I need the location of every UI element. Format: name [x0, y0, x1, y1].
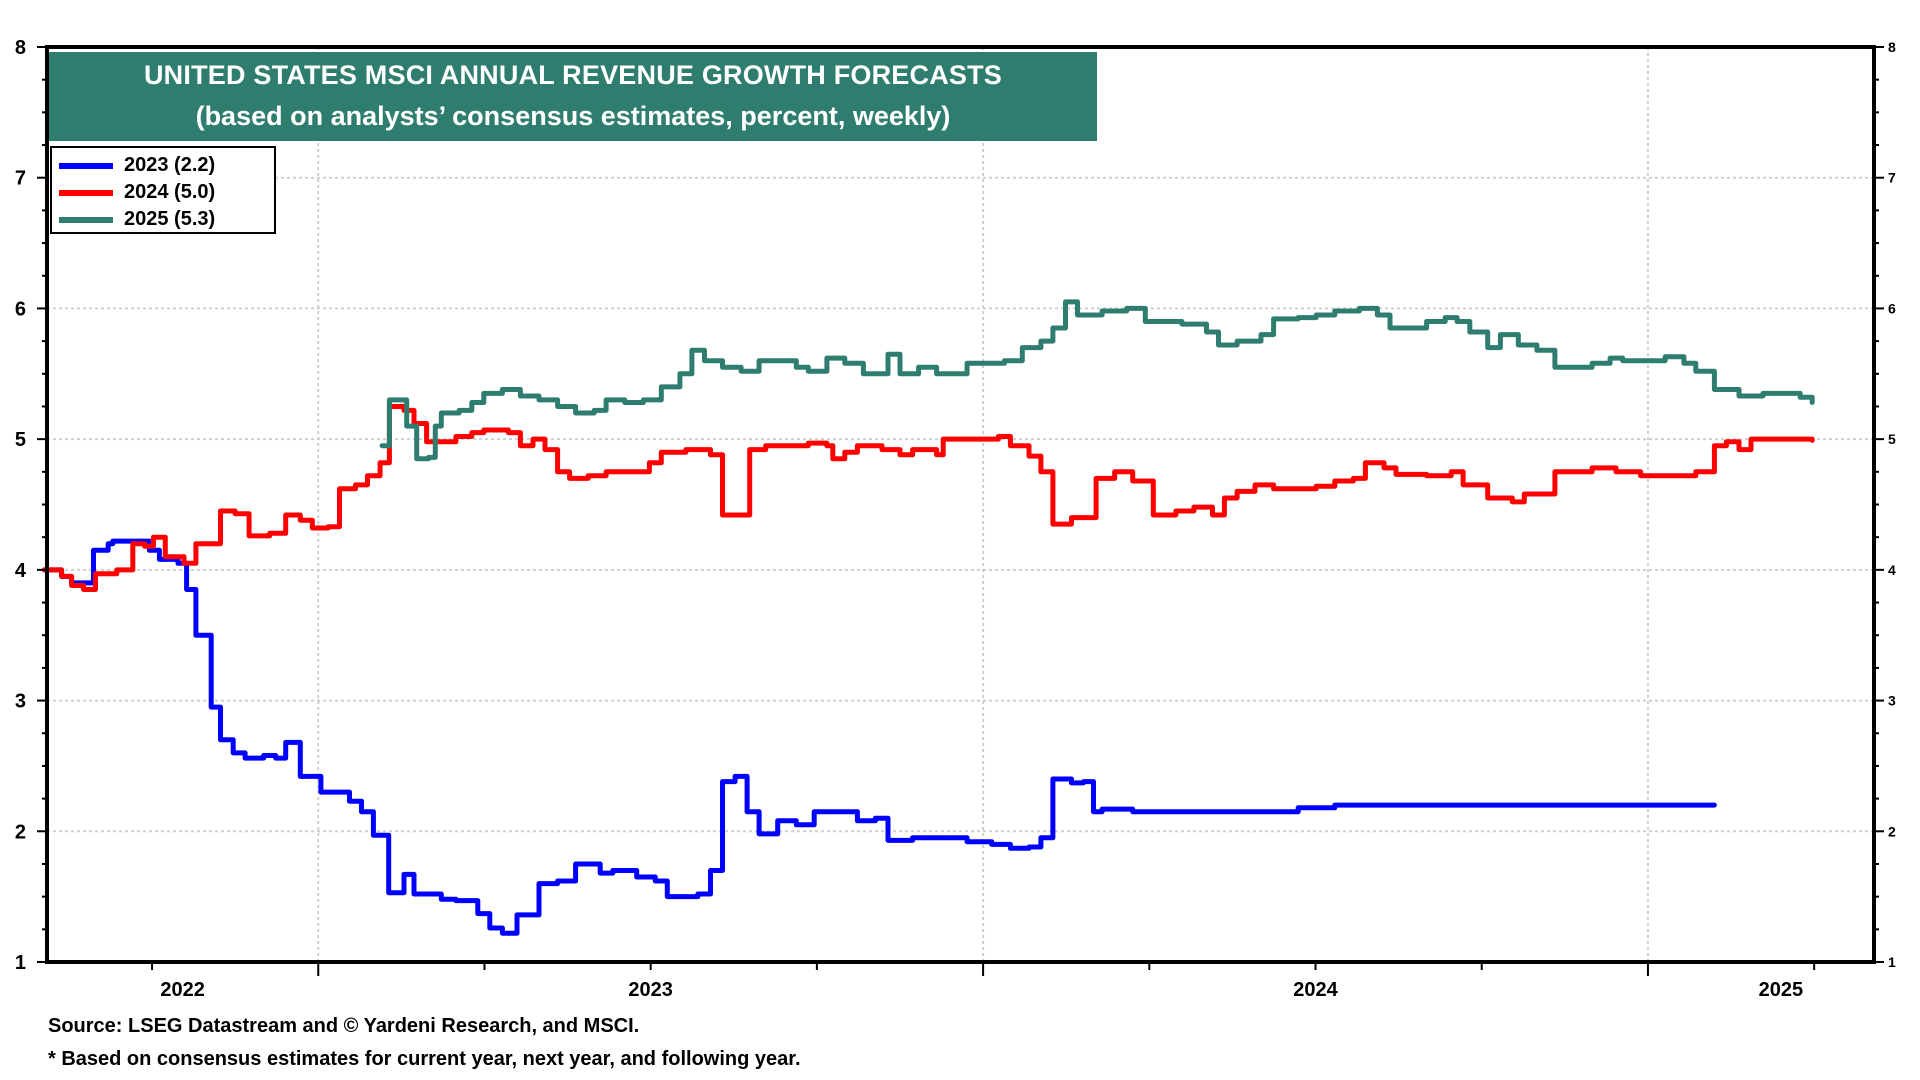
chart-title: UNITED STATES MSCI ANNUAL REVENUE GROWTH…: [143, 60, 1003, 90]
legend-swatch-2024: [59, 189, 113, 196]
gridlines: [47, 47, 1874, 962]
y-tick-label-left: 6: [15, 298, 26, 320]
legend: 2023 (2.2) 2024 (5.0) 2025 (5.3): [50, 146, 276, 234]
legend-item-2024: 2024 (5.0): [52, 179, 274, 206]
legend-swatch-2023: [59, 162, 113, 169]
y-tick-label-left: 2: [15, 821, 26, 843]
x-tick-label: 2022: [160, 979, 205, 1001]
series-lines: [41, 299, 1815, 936]
methodology-footnote: * Based on consensus estimates for curre…: [48, 1048, 801, 1070]
y-tick-label-right: 8: [1888, 39, 1896, 55]
y-tick-label-right: 1: [1888, 954, 1896, 970]
series-line-2024: [41, 404, 1815, 592]
y-tick-label-right: 5: [1888, 431, 1896, 447]
y-tick-label-left: 3: [15, 691, 26, 713]
axes: 1 1 2 2 3 3 4 4 5 5 6 6 7 7 8 8 2022 2023 2024 2025: [15, 37, 1896, 1001]
y-tick-label-left: 5: [15, 429, 26, 451]
y-tick-label-left: 7: [15, 168, 26, 190]
y-tick-label-right: 4: [1888, 562, 1896, 578]
y-tick-label-right: 3: [1888, 693, 1896, 709]
y-tick-label-right: 2: [1888, 823, 1896, 839]
legend-item-2025: 2025 (5.3): [52, 206, 274, 233]
x-tick-label: 2025: [1759, 979, 1804, 1001]
source-footnote: Source: LSEG Datastream and © Yardeni Re…: [48, 1015, 640, 1037]
legend-item-2023: 2023 (2.2): [52, 152, 274, 179]
y-tick-label-left: 1: [15, 952, 26, 974]
y-tick-label-right: 7: [1888, 170, 1896, 186]
x-tick-label: 2023: [628, 979, 673, 1001]
chart-title-box: UNITED STATES MSCI ANNUAL REVENUE GROWTH…: [49, 52, 1097, 141]
series-line-2023: [41, 538, 1717, 936]
legend-label-2024: 2024 (5.0): [124, 181, 216, 203]
y-tick-label-left: 8: [15, 37, 26, 59]
legend-label-2025: 2025 (5.3): [124, 208, 216, 230]
legend-label-2023: 2023 (2.2): [124, 154, 216, 176]
y-tick-label-left: 4: [15, 560, 27, 582]
series-line-2025: [379, 299, 1815, 462]
chart-subtitle: (based on analysts’ consensus estimates,…: [195, 101, 951, 131]
y-tick-label-right: 6: [1888, 300, 1896, 316]
legend-swatch-2025: [59, 216, 113, 223]
x-tick-label: 2024: [1293, 979, 1338, 1001]
plot-frame: [45, 45, 1876, 964]
